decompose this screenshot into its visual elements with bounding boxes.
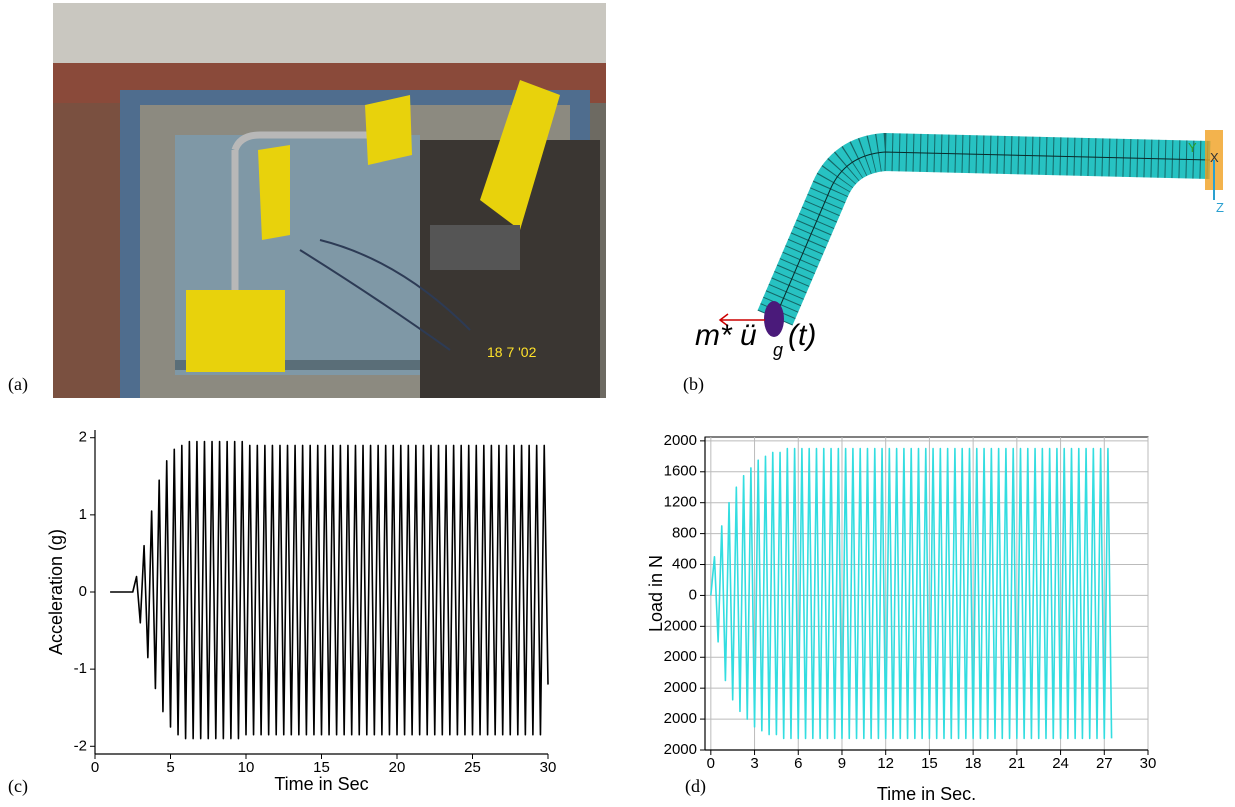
panel-label: (d) (685, 776, 706, 797)
y-tick-label: 2 (79, 429, 87, 446)
x-axis-label: Time in Sec (274, 774, 368, 794)
panel-label: (b) (683, 374, 704, 395)
data-line (110, 440, 549, 740)
x-tick-label: 5 (166, 759, 174, 776)
x-tick-label: 3 (750, 755, 758, 772)
y-tick-label: -2 (74, 737, 87, 754)
y-tick-label: 2000 (664, 617, 697, 634)
x-tick-label: 0 (91, 759, 99, 776)
y-tick-label: 2000 (664, 710, 697, 727)
y-tick-label: 400 (672, 555, 697, 572)
x-tick-label: 18 (965, 755, 982, 772)
axis-label: X (1210, 150, 1219, 165)
x-tick-label: 0 (707, 755, 715, 772)
x-tick-label: 25 (464, 759, 481, 776)
axis-label: Z (1216, 200, 1224, 215)
x-tick-label: 30 (540, 759, 557, 776)
y-axis-label: Load in N (646, 555, 666, 632)
date-stamp: 18 7 '02 (487, 344, 537, 360)
panel-label: (a) (8, 374, 28, 395)
x-tick-label: 27 (1096, 755, 1113, 772)
force-argument: (t) (788, 319, 816, 352)
y-tick-label: -1 (74, 660, 87, 677)
force-label: m* ü (695, 319, 757, 352)
x-tick-label: 24 (1052, 755, 1069, 772)
x-tick-label: 30 (1140, 755, 1157, 772)
fe-model: Y X Z m* ü g (t) (695, 130, 1224, 360)
photo: 18 7 '02 (53, 3, 606, 398)
x-tick-label: 21 (1009, 755, 1026, 772)
x-tick-label: 20 (389, 759, 406, 776)
y-tick-label: 2000 (664, 648, 697, 665)
x-tick-label: 15 (921, 755, 938, 772)
x-tick-label: 15 (313, 759, 330, 776)
x-axis-label: Time in Sec. (877, 784, 976, 804)
x-tick-label: 6 (794, 755, 802, 772)
x-tick-label: 10 (238, 759, 255, 776)
y-tick-label: 1 (79, 506, 87, 523)
y-tick-label: 2000 (664, 679, 697, 696)
y-tick-label: 1200 (664, 494, 697, 511)
y-tick-label: 0 (689, 586, 697, 603)
axis-label: Y (1188, 140, 1197, 155)
y-axis-label: Acceleration (g) (46, 529, 66, 655)
panel-label: (c) (8, 776, 28, 797)
y-tick-label: 0 (79, 583, 87, 600)
y-tick-label: 2000 (664, 432, 697, 449)
force-subscript: g (773, 340, 783, 360)
x-tick-label: 12 (877, 755, 894, 772)
y-tick-label: 2000 (664, 741, 697, 758)
y-tick-label: 800 (672, 525, 697, 542)
data-line (710, 447, 1113, 740)
x-tick-label: 9 (838, 755, 846, 772)
y-tick-label: 1600 (664, 463, 697, 480)
